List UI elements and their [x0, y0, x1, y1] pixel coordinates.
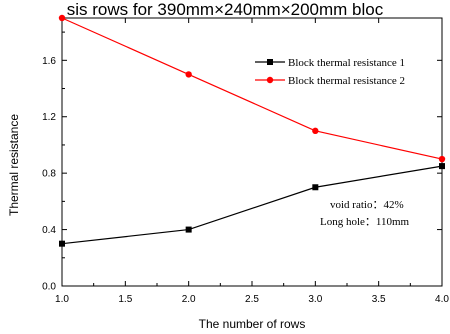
- x-tick-label: 1.0: [55, 294, 69, 305]
- series-line: [61, 17, 443, 160]
- x-axis-label: The number of rows: [199, 317, 306, 331]
- annotation-text: Long hole：110mm: [320, 216, 410, 228]
- data-point: [58, 14, 66, 22]
- x-tick-label: 3.5: [372, 294, 386, 305]
- series-2: [58, 14, 446, 163]
- x-axis-ticks: 1.0 1.5 2.0 2.5 3.0 3.5 4.0: [55, 18, 449, 305]
- series-1: [59, 163, 445, 247]
- y-axis-ticks: 0.0 0.4 0.8 1.2 1.6: [42, 31, 442, 293]
- x-tick-label: 2.0: [182, 294, 196, 305]
- data-point: [312, 184, 319, 191]
- y-tick-label: 0.8: [42, 169, 56, 180]
- x-tick-label: 4.0: [435, 294, 449, 305]
- legend-marker: [266, 76, 274, 84]
- legend: Block thermal resistance 1 Block thermal …: [255, 57, 405, 87]
- legend-marker: [267, 59, 273, 65]
- legend-label: Block thermal resistance 1: [288, 57, 405, 69]
- annotation-text: void ratio：42%: [330, 199, 404, 211]
- y-tick-label: 0.4: [42, 225, 56, 236]
- legend-item: Block thermal resistance 2: [255, 75, 405, 87]
- data-point: [438, 155, 446, 163]
- y-tick-label: 1.2: [42, 112, 56, 123]
- annotation-box: void ratio：42% Long hole：110mm: [320, 199, 410, 228]
- legend-label: Block thermal resistance 2: [288, 75, 405, 87]
- data-point: [312, 127, 319, 135]
- legend-item: Block thermal resistance 1: [255, 57, 405, 69]
- x-tick-label: 3.0: [308, 294, 322, 305]
- x-tick-label: 2.5: [245, 294, 259, 305]
- data-point: [185, 71, 192, 78]
- data-point: [439, 163, 445, 170]
- data-point: [59, 240, 65, 247]
- x-tick-label: 1.5: [118, 294, 132, 305]
- series-line: [61, 165, 443, 245]
- y-tick-label: 0.0: [42, 282, 56, 293]
- chart-title: sis rows for 390mm×240mm×200mm bloc: [67, 0, 384, 19]
- y-tick-label: 1.6: [42, 56, 56, 67]
- y-axis-label: Thermal resistance: [7, 114, 21, 216]
- data-point: [185, 226, 192, 233]
- series-layer: [58, 14, 446, 247]
